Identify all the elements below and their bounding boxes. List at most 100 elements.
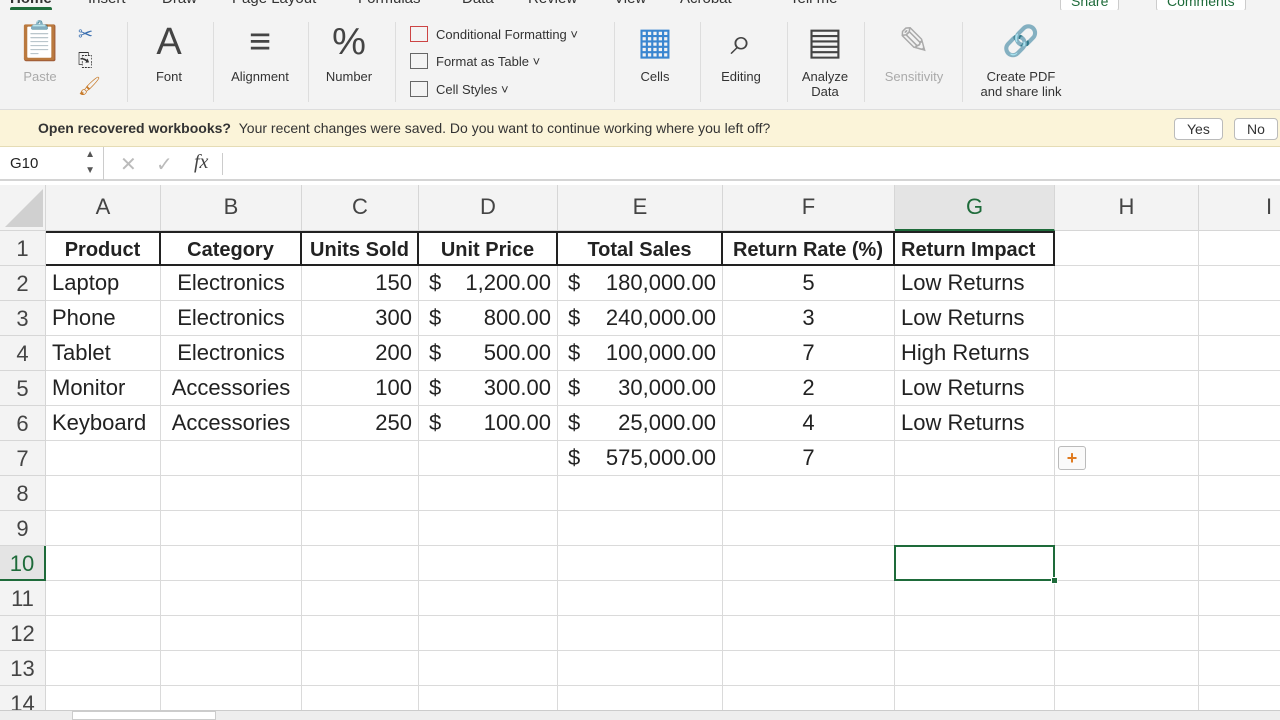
analyze-data-button[interactable]: ▤ Analyze Data xyxy=(792,10,858,110)
cell-A6[interactable]: Keyboard xyxy=(46,406,161,441)
cell-E6[interactable]: $25,000.00 xyxy=(558,406,723,441)
cell-I1[interactable] xyxy=(1199,231,1280,266)
cell-C10[interactable] xyxy=(302,546,419,581)
cell-D12[interactable] xyxy=(419,616,558,651)
cell-I9[interactable] xyxy=(1199,511,1280,546)
cell-C1[interactable]: Units Sold xyxy=(302,231,419,266)
create-pdf-button[interactable]: 🔗 Create PDF and share link xyxy=(970,10,1072,110)
confirm-icon[interactable]: ✓ xyxy=(156,154,173,176)
row-header-1[interactable]: 1 xyxy=(0,231,46,266)
column-header-f[interactable]: F xyxy=(723,185,895,231)
cell-F1[interactable]: Return Rate (%) xyxy=(723,231,895,266)
cell-A11[interactable] xyxy=(46,581,161,616)
formula-input[interactable] xyxy=(226,147,1266,180)
column-header-d[interactable]: D xyxy=(419,185,558,231)
cell-A5[interactable]: Monitor xyxy=(46,371,161,406)
cell-B2[interactable]: Electronics xyxy=(161,266,302,301)
font-button[interactable]: A Font xyxy=(135,10,203,110)
cell-E5[interactable]: $30,000.00 xyxy=(558,371,723,406)
cell-H14[interactable] xyxy=(1055,686,1199,720)
cell-A2[interactable]: Laptop xyxy=(46,266,161,301)
cell-H8[interactable] xyxy=(1055,476,1199,511)
cell-C3[interactable]: 300 xyxy=(302,301,419,336)
column-header-b[interactable]: B xyxy=(161,185,302,231)
function-icon[interactable]: fx xyxy=(194,151,209,173)
cell-A4[interactable]: Tablet xyxy=(46,336,161,371)
cell-H2[interactable] xyxy=(1055,266,1199,301)
cell-G11[interactable] xyxy=(895,581,1055,616)
cell-F6[interactable]: 4 xyxy=(723,406,895,441)
copy-icon[interactable]: ⎘ xyxy=(78,50,93,70)
no-button[interactable]: No xyxy=(1234,118,1278,140)
editing-button[interactable]: ⌕ Editing xyxy=(706,10,776,110)
cell-A14[interactable] xyxy=(46,686,161,720)
cell-I10[interactable] xyxy=(1199,546,1280,581)
cell-G4[interactable]: High Returns xyxy=(895,336,1055,371)
cell-G3[interactable]: Low Returns xyxy=(895,301,1055,336)
cell-I4[interactable] xyxy=(1199,336,1280,371)
cell-C13[interactable] xyxy=(302,651,419,686)
row-header-9[interactable]: 9 xyxy=(0,511,46,546)
cell-H11[interactable] xyxy=(1055,581,1199,616)
cell-F10[interactable] xyxy=(723,546,895,581)
cell-E10[interactable] xyxy=(558,546,723,581)
cell-F11[interactable] xyxy=(723,581,895,616)
cell-H1[interactable] xyxy=(1055,231,1199,266)
format-as-table-button[interactable]: Format as Table ˅ xyxy=(410,53,540,69)
cell-C4[interactable]: 200 xyxy=(302,336,419,371)
row-header-11[interactable]: 11 xyxy=(0,581,46,616)
cell-G8[interactable] xyxy=(895,476,1055,511)
cell-H9[interactable] xyxy=(1055,511,1199,546)
cell-F14[interactable] xyxy=(723,686,895,720)
column-header-c[interactable]: C xyxy=(302,185,419,231)
cell-F12[interactable] xyxy=(723,616,895,651)
cell-E13[interactable] xyxy=(558,651,723,686)
cell-G6[interactable]: Low Returns xyxy=(895,406,1055,441)
cell-E9[interactable] xyxy=(558,511,723,546)
cell-H7[interactable] xyxy=(1055,441,1199,476)
paste-button[interactable]: 📋 Paste xyxy=(14,10,66,110)
stepper-icon[interactable]: ▲ ▼ xyxy=(85,149,95,176)
cell-G12[interactable] xyxy=(895,616,1055,651)
row-header-2[interactable]: 2 xyxy=(0,266,46,301)
column-header-a[interactable]: A xyxy=(46,185,161,231)
cell-I6[interactable] xyxy=(1199,406,1280,441)
cell-C8[interactable] xyxy=(302,476,419,511)
cell-H13[interactable] xyxy=(1055,651,1199,686)
cell-D1[interactable]: Unit Price xyxy=(419,231,558,266)
column-header-h[interactable]: H xyxy=(1055,185,1199,231)
fill-handle[interactable] xyxy=(1051,577,1058,584)
cell-C5[interactable]: 100 xyxy=(302,371,419,406)
row-header-7[interactable]: 7 xyxy=(0,441,46,476)
column-header-e[interactable]: E xyxy=(558,185,723,231)
cell-B13[interactable] xyxy=(161,651,302,686)
cell-E3[interactable]: $240,000.00 xyxy=(558,301,723,336)
cell-D14[interactable] xyxy=(419,686,558,720)
cell-H5[interactable] xyxy=(1055,371,1199,406)
cell-E1[interactable]: Total Sales xyxy=(558,231,723,266)
column-header-i[interactable]: I xyxy=(1199,185,1280,231)
name-box[interactable]: G10 ▲ ▼ xyxy=(0,147,104,180)
cell-B11[interactable] xyxy=(161,581,302,616)
cell-F2[interactable]: 5 xyxy=(723,266,895,301)
cell-B12[interactable] xyxy=(161,616,302,651)
cell-B1[interactable]: Category xyxy=(161,231,302,266)
cell-E12[interactable] xyxy=(558,616,723,651)
tab-acrobat[interactable]: Acrobat xyxy=(680,0,732,7)
cell-C11[interactable] xyxy=(302,581,419,616)
alignment-button[interactable]: ≡ Alignment xyxy=(220,10,300,110)
cell-C12[interactable] xyxy=(302,616,419,651)
cell-A3[interactable]: Phone xyxy=(46,301,161,336)
cell-I7[interactable] xyxy=(1199,441,1280,476)
cell-E8[interactable] xyxy=(558,476,723,511)
row-header-12[interactable]: 12 xyxy=(0,616,46,651)
sheet-tab[interactable] xyxy=(72,711,216,720)
cell-G7[interactable] xyxy=(895,441,1055,476)
cell-D13[interactable] xyxy=(419,651,558,686)
cell-C2[interactable]: 150 xyxy=(302,266,419,301)
cell-F8[interactable] xyxy=(723,476,895,511)
cell-E11[interactable] xyxy=(558,581,723,616)
cell-G1[interactable]: Return Impact xyxy=(895,231,1055,266)
cell-E14[interactable] xyxy=(558,686,723,720)
cell-B14[interactable] xyxy=(161,686,302,720)
